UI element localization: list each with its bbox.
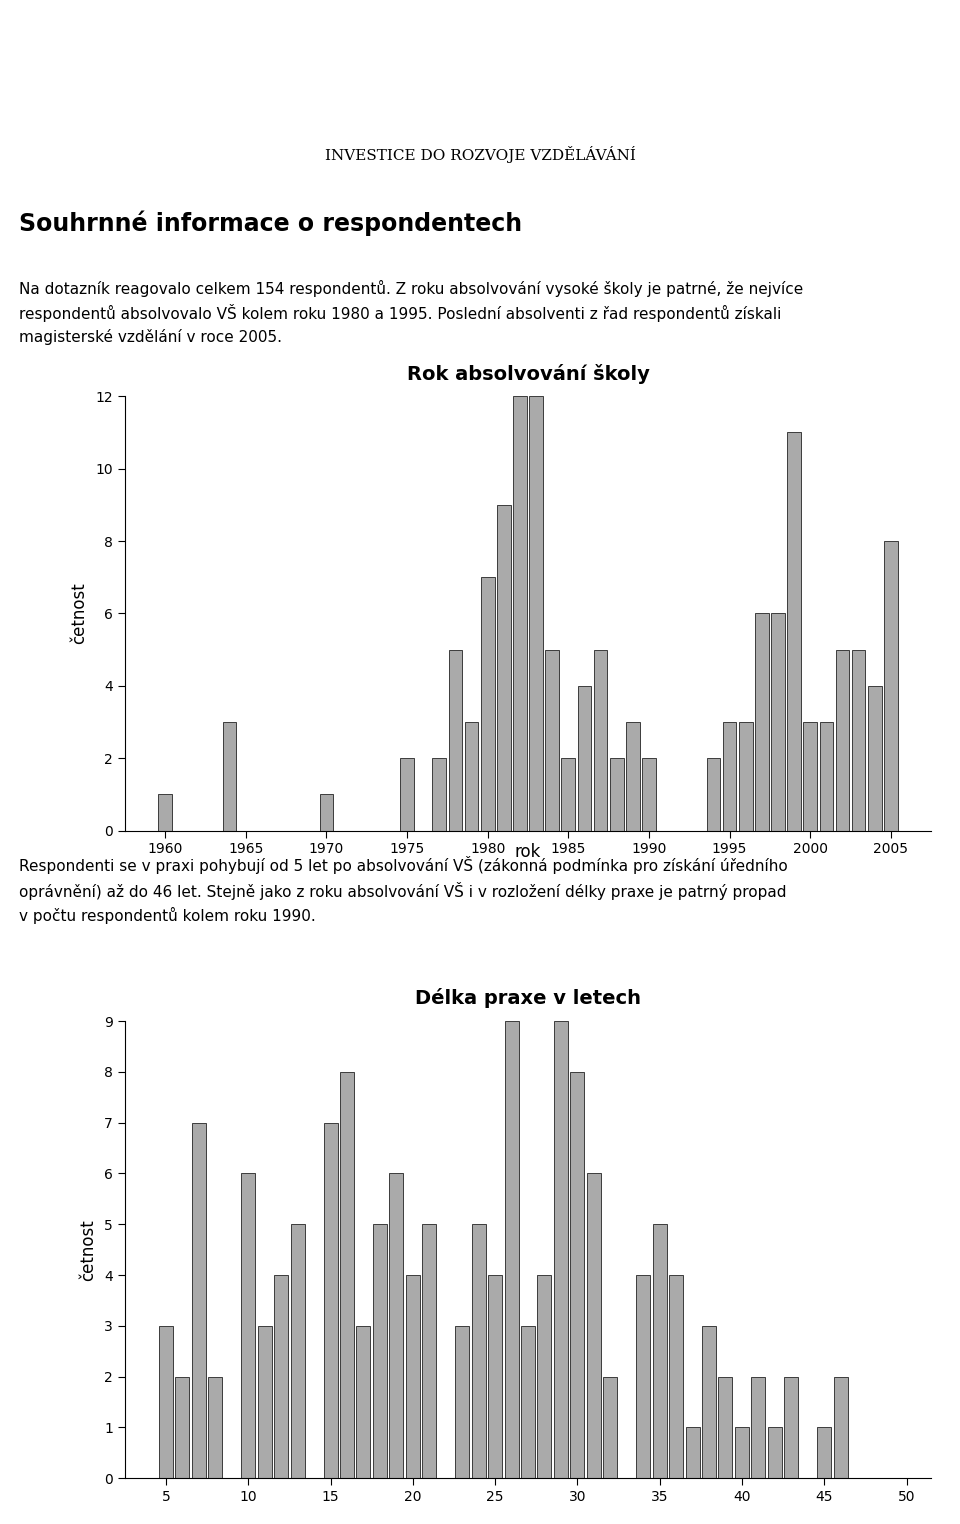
Bar — [422, 1224, 436, 1478]
Bar — [390, 1173, 403, 1478]
Bar — [529, 396, 543, 831]
Bar — [578, 686, 591, 831]
Bar — [241, 1173, 255, 1478]
Bar — [702, 1326, 716, 1478]
Bar — [570, 1071, 585, 1478]
Bar — [471, 1224, 486, 1478]
Bar — [707, 757, 720, 831]
Bar — [455, 1326, 469, 1478]
Bar — [771, 613, 785, 831]
Bar — [642, 757, 656, 831]
Text: Respondenti se v praxi pohybují od 5 let po absolvování VŠ (zákonná podmínka pro: Respondenti se v praxi pohybují od 5 let… — [19, 856, 788, 924]
Text: Souhrnné informace o respondentech: Souhrnné informace o respondentech — [19, 210, 522, 236]
Bar — [735, 1428, 749, 1478]
Bar — [817, 1428, 831, 1478]
Bar — [538, 1276, 551, 1478]
Bar — [406, 1276, 420, 1478]
Bar — [739, 722, 753, 831]
Bar — [513, 396, 527, 831]
Bar — [275, 1276, 288, 1478]
Bar — [787, 433, 801, 831]
Bar — [562, 757, 575, 831]
Y-axis label: četnost: četnost — [79, 1219, 97, 1280]
Bar — [768, 1428, 781, 1478]
Bar — [320, 794, 333, 831]
Title: Rok absolvování školy: Rok absolvování školy — [407, 364, 649, 384]
Bar — [521, 1326, 535, 1478]
Bar — [784, 1376, 799, 1478]
Bar — [324, 1123, 338, 1478]
Bar — [257, 1326, 272, 1478]
Bar — [868, 686, 881, 831]
Bar — [755, 613, 769, 831]
Bar — [603, 1376, 617, 1478]
Bar — [626, 722, 639, 831]
Bar — [653, 1224, 666, 1478]
Bar — [208, 1376, 223, 1478]
Bar — [587, 1173, 601, 1478]
Bar — [505, 1021, 518, 1478]
Bar — [610, 757, 624, 831]
Bar — [465, 722, 478, 831]
Text: INVESTICE DO ROZVOJE VZDĚLÁVÁNÍ: INVESTICE DO ROZVOJE VZDĚLÁVÁNÍ — [324, 146, 636, 163]
Bar — [432, 757, 446, 831]
Bar — [852, 649, 866, 831]
Bar — [752, 1376, 765, 1478]
Bar — [804, 722, 817, 831]
Y-axis label: četnost: četnost — [70, 582, 88, 645]
Bar — [481, 578, 494, 831]
Bar — [884, 541, 898, 831]
Bar — [291, 1224, 304, 1478]
Bar — [223, 722, 236, 831]
Bar — [448, 649, 463, 831]
Bar — [685, 1428, 700, 1478]
Bar — [192, 1123, 205, 1478]
Bar — [554, 1021, 568, 1478]
Bar — [497, 504, 511, 831]
Bar — [158, 794, 172, 831]
Bar — [669, 1276, 684, 1478]
Bar — [356, 1326, 371, 1478]
Bar — [159, 1326, 173, 1478]
Bar — [176, 1376, 189, 1478]
Bar — [593, 649, 608, 831]
Bar — [833, 1376, 848, 1478]
Bar — [545, 649, 559, 831]
Bar — [820, 722, 833, 831]
Bar — [835, 649, 850, 831]
Bar — [718, 1376, 732, 1478]
Text: rok: rok — [515, 843, 541, 861]
Text: Na dotazník reagovalo celkem 154 respondentů. Z roku absolvování vysoké školy je: Na dotazník reagovalo celkem 154 respond… — [19, 280, 804, 344]
Bar — [723, 722, 736, 831]
Bar — [372, 1224, 387, 1478]
Bar — [488, 1276, 502, 1478]
Bar — [340, 1071, 354, 1478]
Title: Délka praxe v letech: Délka praxe v letech — [415, 989, 641, 1009]
Bar — [636, 1276, 650, 1478]
Bar — [400, 757, 414, 831]
